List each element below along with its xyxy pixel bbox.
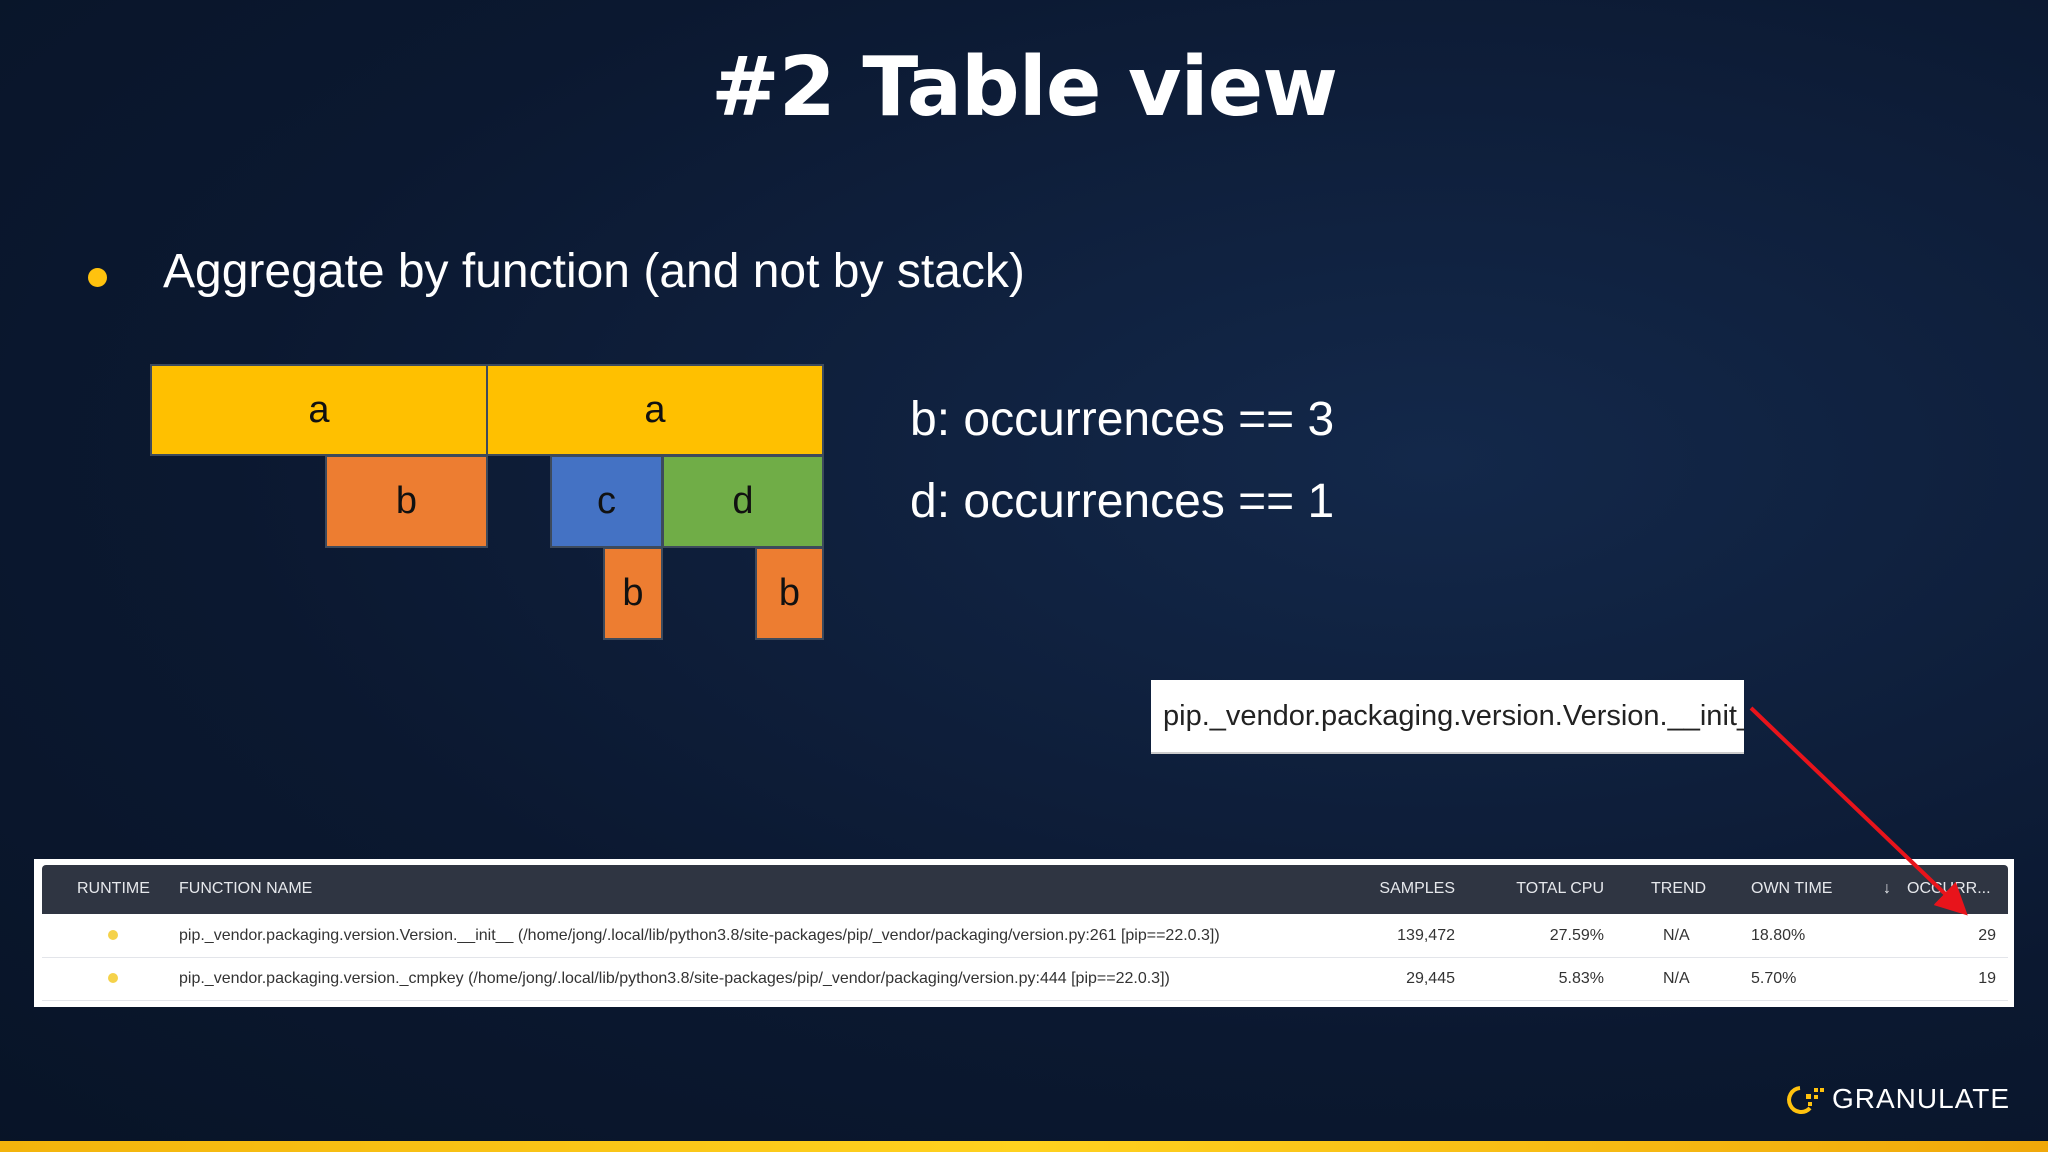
total-cpu: 27.59% bbox=[1549, 927, 1604, 944]
flame-node: c bbox=[550, 455, 663, 548]
runtime-dot bbox=[108, 973, 118, 983]
slide-title: #2 Table view bbox=[711, 40, 1338, 135]
total-cpu: 5.83% bbox=[1558, 970, 1604, 987]
column-header[interactable]: RUNTIME bbox=[77, 880, 150, 897]
flame-node: b bbox=[325, 455, 488, 548]
tooltip: pip._vendor.packaging.version.Version.__… bbox=[1151, 680, 1744, 754]
flame-node: a bbox=[150, 364, 488, 456]
note: d: occurrences == 1 bbox=[910, 475, 1335, 528]
flame-node: b bbox=[755, 547, 824, 640]
own-time: 5.70% bbox=[1751, 970, 1797, 987]
logo-text: GRANULATE bbox=[1832, 1083, 2011, 1114]
row-divider bbox=[42, 1000, 2008, 1001]
samples: 139,472 bbox=[1397, 927, 1455, 944]
bullet-text: Aggregate by function (and not by stack) bbox=[163, 245, 1025, 298]
column-header[interactable]: OWN TIME bbox=[1751, 880, 1833, 897]
logo-icon bbox=[1787, 1086, 1824, 1114]
bullet-dot bbox=[88, 268, 107, 287]
flame-node: d bbox=[662, 455, 824, 548]
sort-icon: ↓ bbox=[1883, 880, 1891, 897]
footer-bar bbox=[0, 1141, 2048, 1152]
function-name[interactable]: pip._vendor.packaging.version._cmpkey (/… bbox=[179, 970, 1170, 987]
column-header[interactable]: TOTAL CPU bbox=[1516, 880, 1604, 897]
column-header[interactable]: SAMPLES bbox=[1379, 880, 1455, 897]
flame-node: a bbox=[486, 364, 824, 456]
own-time: 18.80% bbox=[1751, 927, 1806, 944]
column-header[interactable]: TREND bbox=[1651, 880, 1707, 897]
occurrences: 29 bbox=[1978, 927, 1996, 944]
samples: 29,445 bbox=[1406, 970, 1455, 987]
trend: N/A bbox=[1663, 970, 1690, 987]
trend: N/A bbox=[1663, 927, 1690, 944]
function-name[interactable]: pip._vendor.packaging.version.Version.__… bbox=[179, 927, 1220, 944]
column-header[interactable]: OCCURR... bbox=[1907, 880, 1991, 897]
row-divider bbox=[42, 957, 2008, 958]
occurrences: 19 bbox=[1978, 970, 1996, 987]
runtime-dot bbox=[108, 930, 118, 940]
table-header bbox=[42, 865, 2008, 914]
note: b: occurrences == 3 bbox=[910, 393, 1335, 446]
flame-node: b bbox=[603, 547, 663, 640]
column-header[interactable]: FUNCTION NAME bbox=[179, 880, 313, 897]
